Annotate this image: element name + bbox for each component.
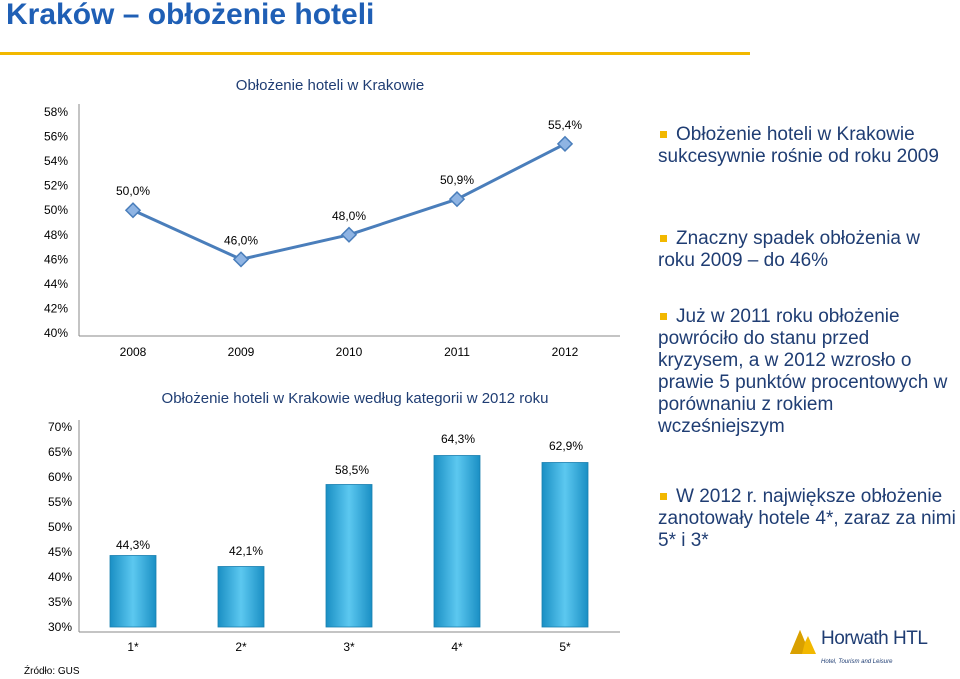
line-point: [448, 191, 466, 208]
bar-chart-x-tick: 3*: [343, 640, 355, 654]
bar-data-label: 64,3%: [441, 432, 475, 446]
line-point: [124, 202, 142, 219]
line-chart-x-tick: 2010: [336, 345, 363, 359]
bar-data-label: 62,9%: [549, 439, 583, 453]
bar: [325, 484, 373, 628]
bullet-square-icon: [660, 131, 667, 138]
bar-chart-y-tick: 60%: [48, 470, 72, 484]
bar-chart-y-tick: 45%: [48, 545, 72, 559]
line-data-label: 55,4%: [548, 118, 582, 132]
bar-chart-x-tick: 4*: [451, 640, 463, 654]
bullet-square-icon: [660, 235, 667, 242]
bullet-text: Obłożenie hoteli w Krakowie sukcesywnie …: [658, 124, 939, 167]
bullet-item: Już w 2011 roku obłożenie powróciło do s…: [658, 306, 958, 438]
source-note: Źródło: GUS: [24, 666, 80, 677]
bar-data-label: 44,3%: [116, 538, 150, 552]
bullet-text: W 2012 r. największe obłożenie zanotował…: [658, 486, 956, 551]
line-data-label: 50,0%: [116, 184, 150, 198]
charts-canvas: Obłożenie hoteli w Krakowie 40% 42% 44% 46% 4…: [44, 77, 620, 654]
line-data-label: 48,0%: [332, 209, 366, 223]
bar-chart-title: Obłożenie hoteli w Krakowie według kateg…: [162, 390, 549, 407]
page-title: Kraków – obłożenie hoteli: [6, 0, 375, 31]
bar: [433, 455, 481, 628]
title-underline: [0, 52, 750, 55]
bar-chart-y-tick: 30%: [48, 620, 72, 634]
line-chart-x-tick: 2011: [444, 345, 470, 359]
bullet-square-icon: [660, 313, 667, 320]
line-chart-x-tick: 2008: [120, 345, 147, 359]
line-chart-y-tick: 52%: [44, 179, 68, 193]
line-chart-y-tick: 44%: [44, 277, 68, 291]
bar: [217, 566, 265, 628]
bullet-item: Obłożenie hoteli w Krakowie sukcesywnie …: [658, 124, 958, 168]
line-data-label: 50,9%: [440, 173, 474, 187]
bullet-item: W 2012 r. największe obłożenie zanotował…: [658, 486, 958, 552]
logo-tagline: Hotel, Tourism and Leisure: [821, 659, 893, 665]
line-chart-x-tick: 2009: [228, 345, 255, 359]
bullet-text: Znaczny spadek obłożenia w roku 2009 – d…: [658, 228, 920, 271]
line-chart-y-tick: 58%: [44, 105, 68, 119]
bullet-square-icon: [660, 493, 667, 500]
bar-chart-y-tick: 70%: [48, 420, 72, 434]
line-chart-y-tick: 50%: [44, 203, 68, 217]
bar-chart-y-tick: 65%: [48, 445, 72, 459]
line-point: [340, 226, 358, 243]
bar-data-label: 42,1%: [229, 544, 263, 558]
line-chart-x-tick: 2012: [552, 345, 579, 359]
bar-data-label: 58,5%: [335, 463, 369, 477]
line-point: [556, 135, 574, 153]
line-chart-y-tick: 56%: [44, 130, 68, 144]
line-chart-title: Obłożenie hoteli w Krakowie: [236, 77, 424, 94]
bar: [109, 555, 157, 628]
bar-chart-y-tick: 55%: [48, 495, 72, 509]
bar-chart-x-tick: 2*: [235, 640, 247, 654]
bar-chart-y-tick: 35%: [48, 595, 72, 609]
line-chart-y-tick: 46%: [44, 252, 68, 266]
bullet-item: Znaczny spadek obłożenia w roku 2009 – d…: [658, 228, 958, 272]
bar-chart-y-tick: 40%: [48, 570, 72, 584]
bar-chart-x-tick: 1*: [127, 640, 139, 654]
horwath-logo-icon: [790, 630, 816, 654]
company-logo: Horwath HTL Hotel, Tourism and Leisure: [788, 626, 928, 674]
line-point: [232, 251, 250, 268]
bullet-text: Już w 2011 roku obłożenie powróciło do s…: [658, 306, 948, 437]
line-chart-y-tick: 54%: [44, 154, 68, 168]
bar-chart-x-tick: 5*: [559, 640, 571, 654]
line-chart-y-tick: 40%: [44, 326, 68, 340]
logo-name: Horwath HTL: [821, 628, 928, 649]
bar: [541, 462, 589, 628]
line-data-label: 46,0%: [224, 233, 258, 247]
bar-chart-y-tick: 50%: [48, 520, 72, 534]
line-chart-y-tick: 48%: [44, 228, 68, 242]
line-chart-y-tick: 42%: [44, 301, 68, 315]
